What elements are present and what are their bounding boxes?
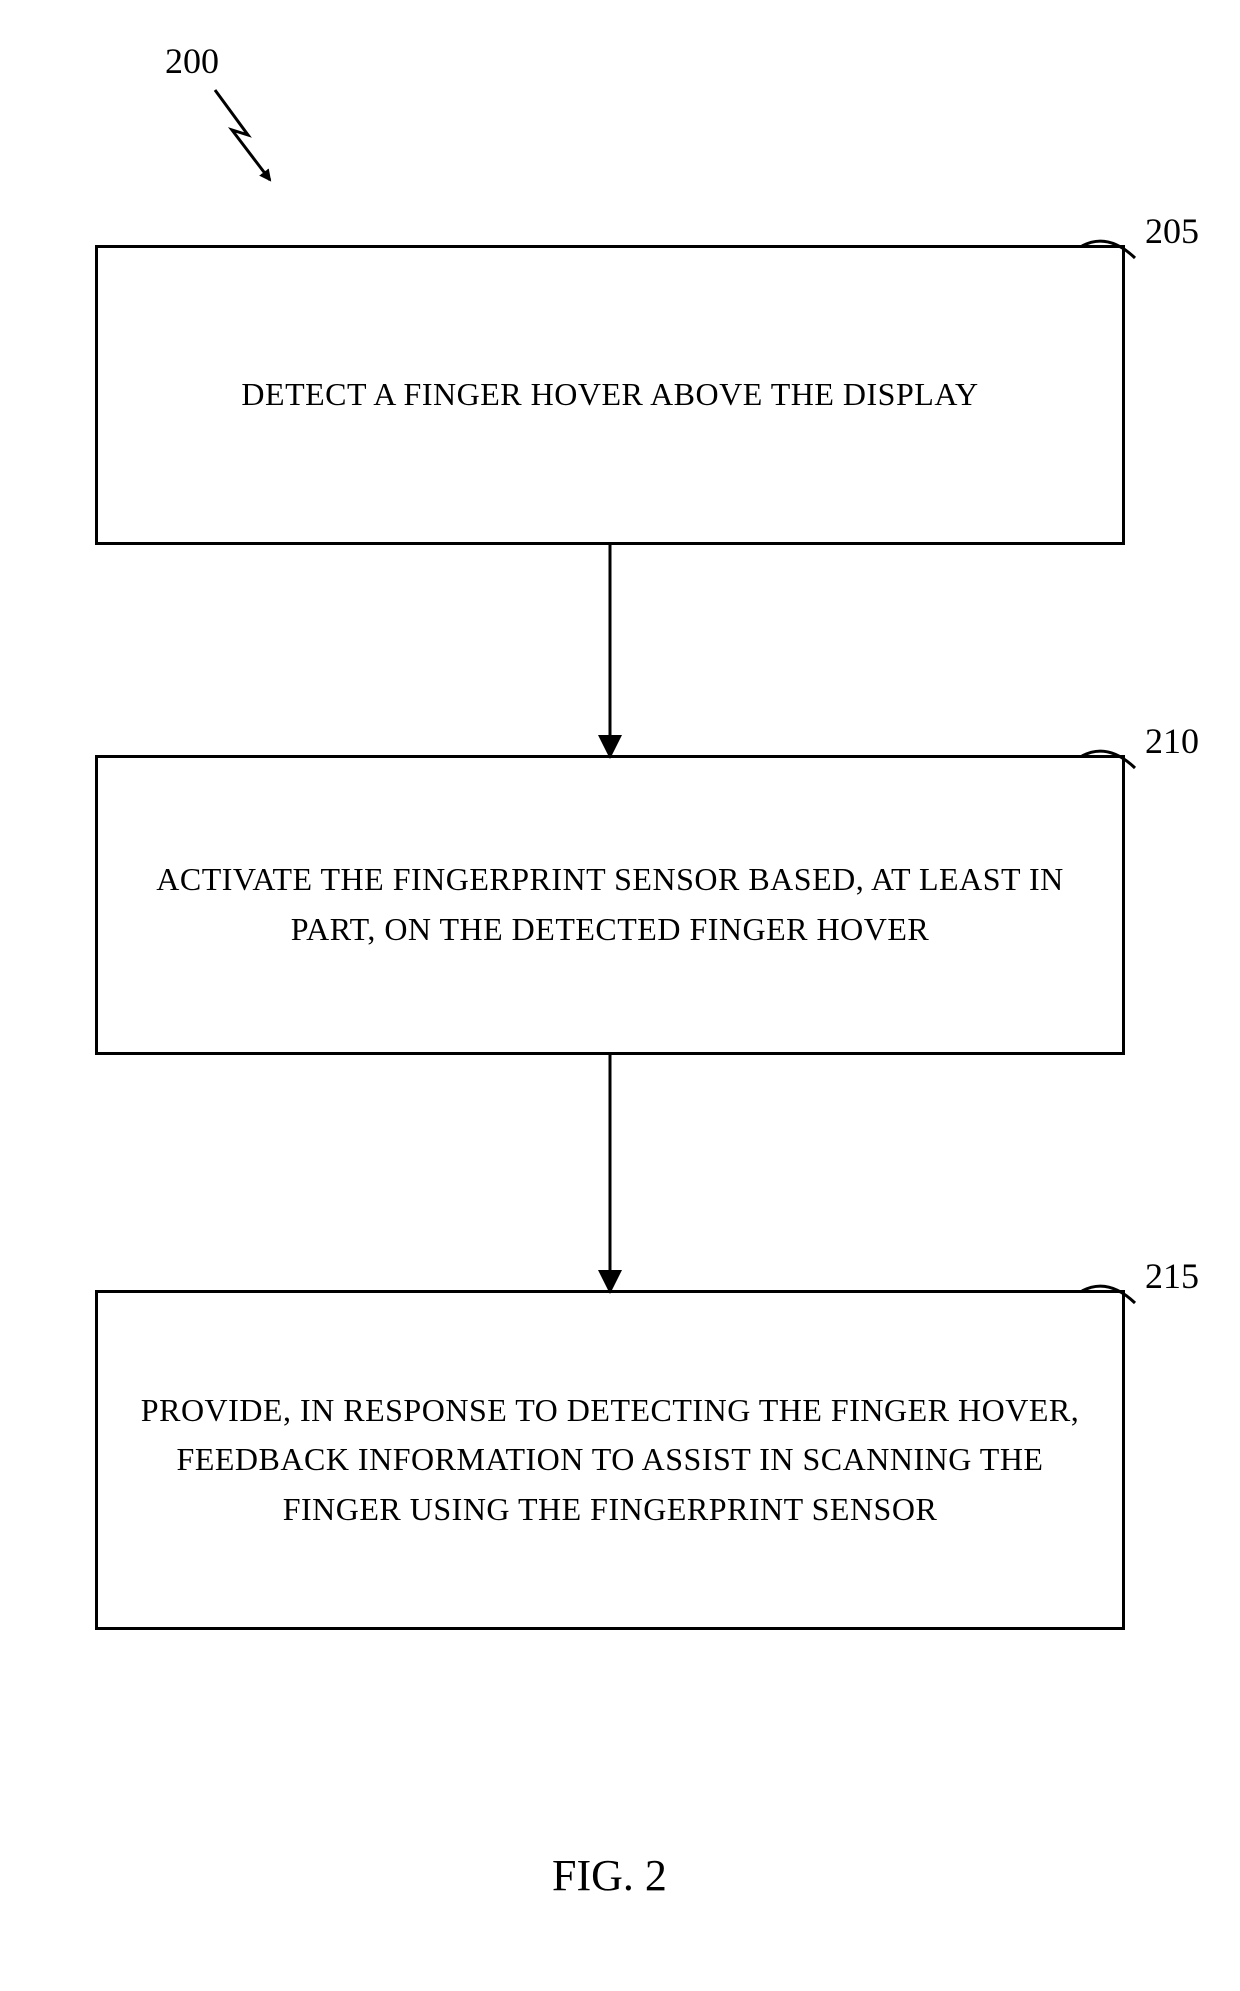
flow-box-210: ACTIVATE THE FINGERPRINT SENSOR BASED, A… bbox=[95, 755, 1125, 1055]
flow-box-205: DETECT A FINGER HOVER ABOVE THE DISPLAY bbox=[95, 245, 1125, 545]
flow-box-210-ref: 210 bbox=[1145, 720, 1199, 762]
flow-box-205-ref: 205 bbox=[1145, 210, 1199, 252]
flow-box-215: PROVIDE, IN RESPONSE TO DETECTING THE FI… bbox=[95, 1290, 1125, 1630]
figure-ref-number: 200 bbox=[165, 40, 219, 82]
flow-box-215-ref: 215 bbox=[1145, 1255, 1199, 1297]
flow-box-205-text: DETECT A FINGER HOVER ABOVE THE DISPLAY bbox=[241, 370, 978, 420]
figure-ref-arrow-icon bbox=[215, 90, 270, 180]
flow-box-210-text: ACTIVATE THE FINGERPRINT SENSOR BASED, A… bbox=[138, 855, 1082, 954]
flow-box-215-text: PROVIDE, IN RESPONSE TO DETECTING THE FI… bbox=[138, 1386, 1082, 1535]
figure-caption: FIG. 2 bbox=[552, 1850, 667, 1901]
figure-canvas: 200 DETECT A FINGER HOVER ABOVE THE DISP… bbox=[0, 0, 1240, 1991]
